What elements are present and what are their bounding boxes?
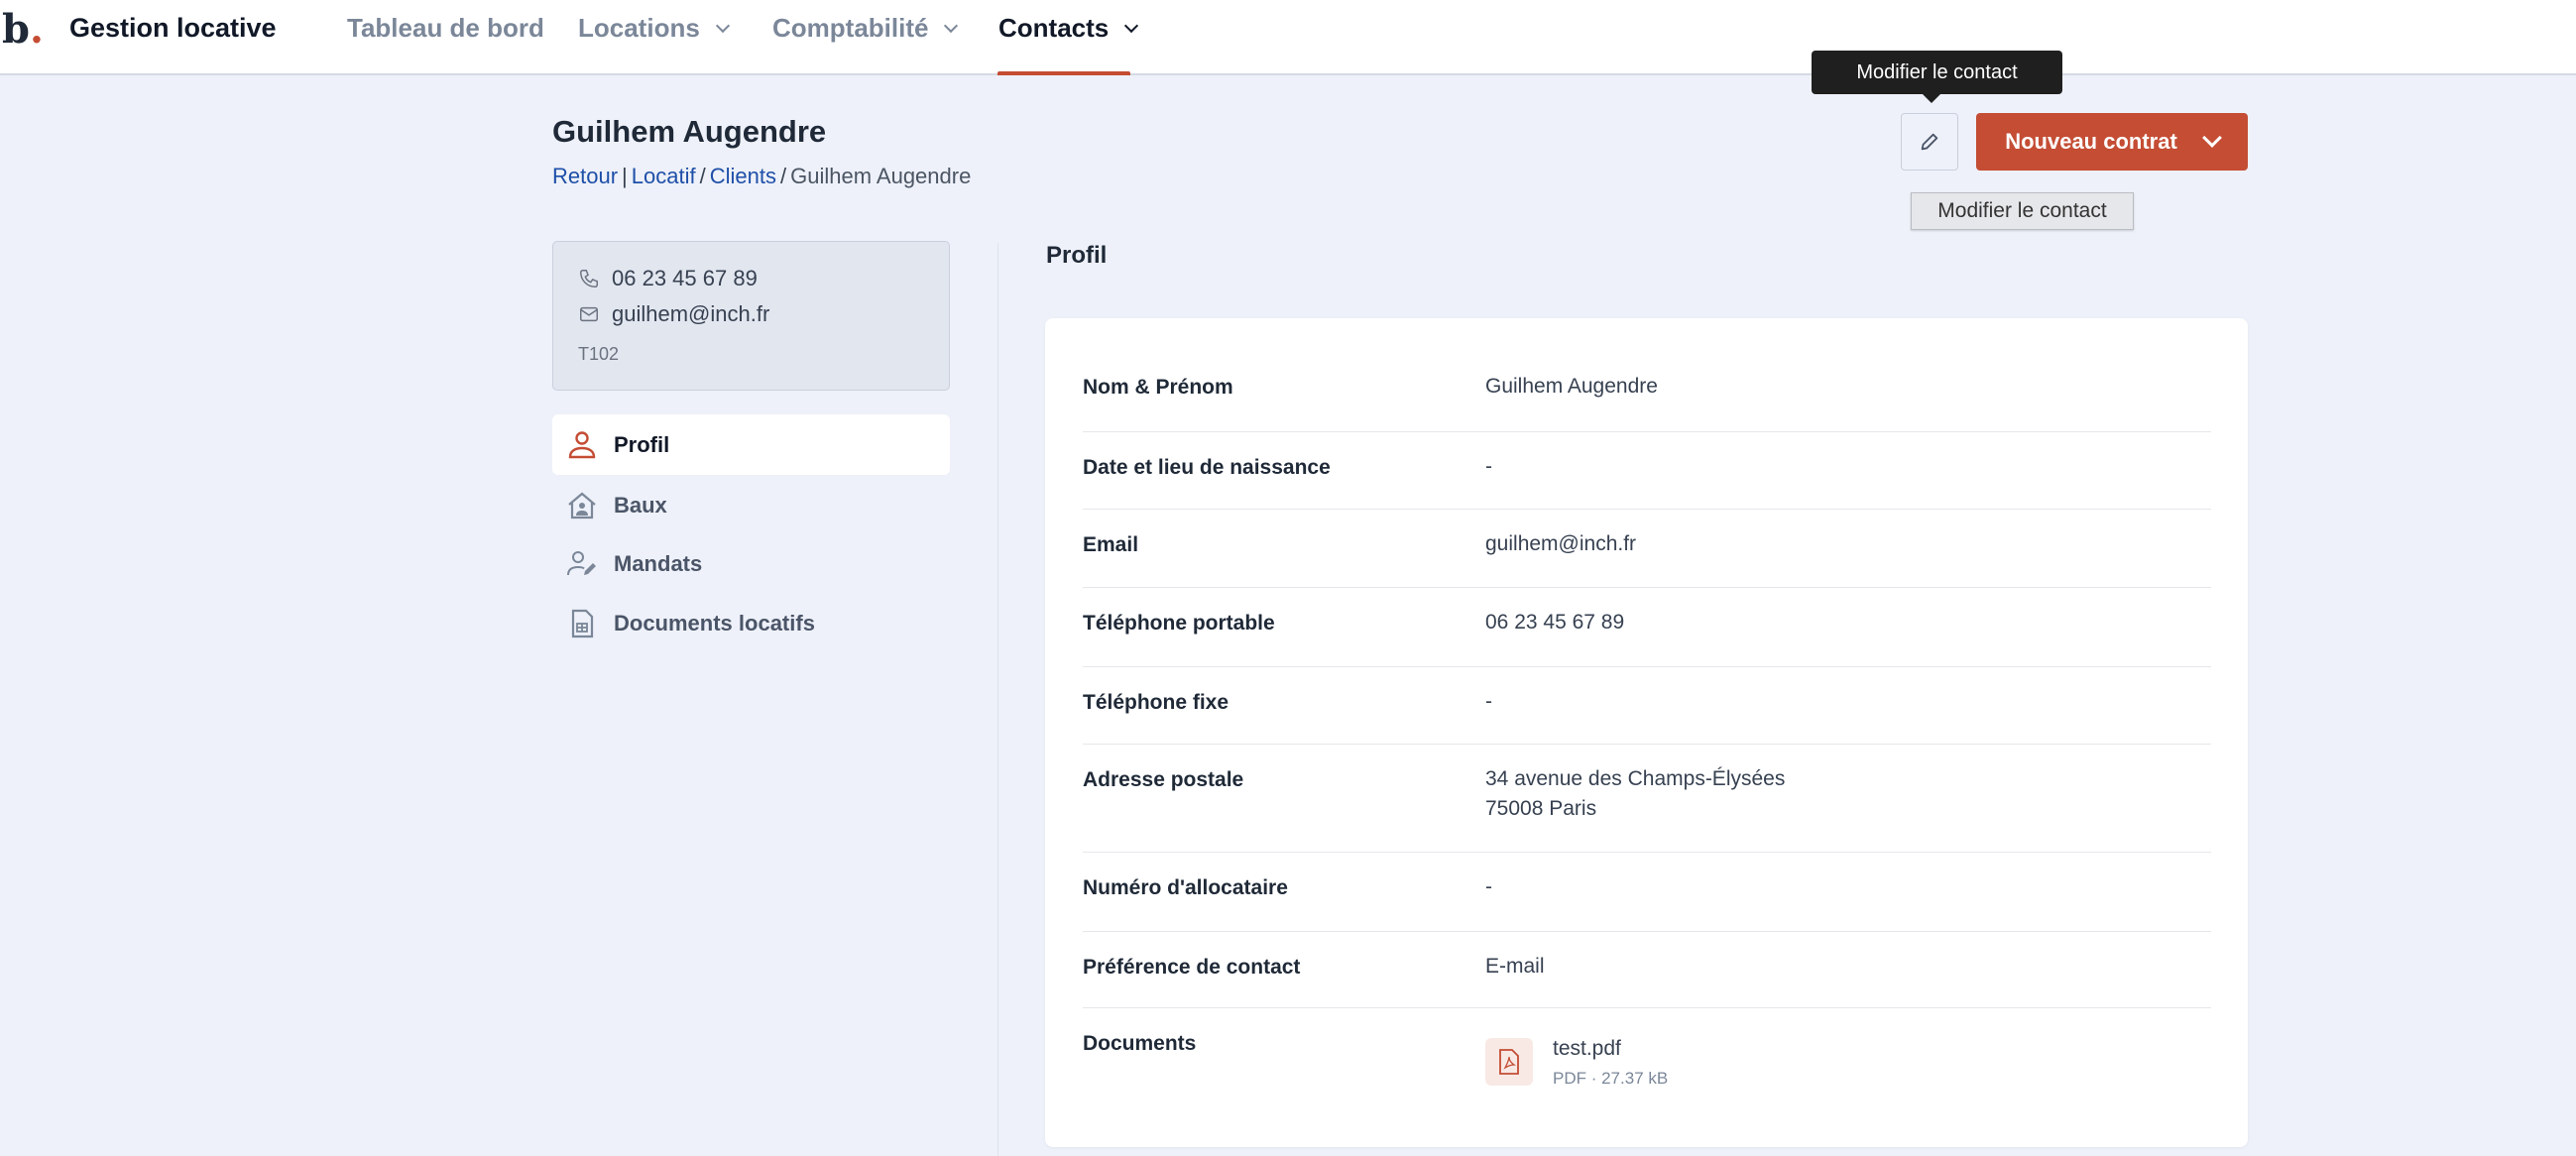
row-value: guilhem@inch.fr (1485, 532, 1637, 555)
active-nav-indicator (997, 71, 1130, 75)
breadcrumb-back-link[interactable]: Retour (552, 164, 619, 188)
profile-row: Nom & Prénom Guilhem Augendre (1083, 375, 2211, 432)
pdf-file-icon (1499, 1049, 1519, 1075)
logo-dot: . (29, 6, 44, 53)
contact-reference: T102 (578, 344, 620, 364)
breadcrumb-separator: / (779, 164, 787, 188)
nav-label: Contacts (998, 13, 1110, 43)
row-value: 06 23 45 67 89 (1485, 611, 1625, 634)
new-contract-label: Nouveau contrat (2005, 129, 2177, 154)
breadcrumb-locatif[interactable]: Locatif (631, 164, 696, 188)
breadcrumb-separator: / (699, 164, 706, 188)
email-value: guilhem@inch.fr (612, 301, 770, 326)
chevron-down-icon (1124, 18, 1139, 33)
contact-phone[interactable]: 06 23 45 67 89 (578, 266, 758, 291)
document-table-icon (571, 609, 594, 637)
edit-tooltip: Modifier le contact (1812, 51, 2062, 103)
nav-label: Tableau de bord (347, 13, 544, 43)
chevron-down-icon (2201, 128, 2222, 148)
sidebar-item-documents-locatifs[interactable]: Documents locatifs (552, 593, 950, 653)
row-label: Numéro d'allocataire (1083, 876, 1288, 899)
row-value: 34 avenue des Champs-Élysées (1485, 767, 1786, 790)
house-user-icon (568, 492, 596, 519)
user-edit-icon (567, 550, 596, 575)
sidebar-item-label: Baux (614, 492, 667, 518)
row-label: Nom & Prénom (1083, 376, 1233, 399)
contact-card: 06 23 45 67 89 guilhem@inch.fr T102 (552, 241, 950, 391)
app-title: Gestion locative (69, 13, 277, 43)
document-name[interactable]: test.pdf (1553, 1037, 1621, 1060)
sidebar-item-label: Documents locatifs (614, 610, 815, 636)
nav-label: Locations (578, 13, 700, 43)
nav-comptabilite[interactable]: Comptabilité (772, 13, 959, 44)
profile-row: Téléphone fixe - (1083, 667, 2211, 745)
sidebar-item-mandats[interactable]: Mandats (552, 533, 950, 594)
row-label: Date et lieu de naissance (1083, 456, 1331, 479)
profile-panel: Nom & Prénom Guilhem Augendre Date et lie… (1045, 318, 2248, 1147)
row-value: - (1485, 875, 1492, 898)
user-icon (568, 430, 596, 458)
profile-row: Documents test.pdf PDF · 27.37 kB (1083, 1008, 2211, 1107)
sidebar-item-baux[interactable]: Baux (552, 475, 950, 535)
sidebar-item-label: Mandats (614, 550, 703, 576)
row-label: Préférence de contact (1083, 956, 1301, 979)
profile-row: Email guilhem@inch.fr (1083, 510, 2211, 588)
chevron-down-icon (944, 18, 959, 33)
new-contract-button[interactable]: Nouveau contrat (1976, 113, 2248, 171)
phone-icon (580, 270, 598, 288)
page-title: Guilhem Augendre (552, 114, 827, 149)
sidebar-item-label: Profil (614, 431, 670, 457)
sidebar-item-profil[interactable]: Profil (552, 414, 950, 475)
row-value: Guilhem Augendre (1485, 375, 1658, 398)
logo-letter: b (2, 6, 30, 53)
edit-contact-button[interactable] (1901, 113, 1958, 171)
section-title: Profil (1046, 242, 1108, 269)
row-label: Documents (1083, 1032, 1197, 1055)
native-title-tooltip: Modifier le contact (1911, 192, 2134, 230)
row-value: 75008 Paris (1485, 797, 1597, 820)
column-divider (997, 243, 998, 1156)
document-thumbnail[interactable] (1485, 1038, 1533, 1086)
contact-email[interactable]: guilhem@inch.fr (578, 301, 769, 327)
breadcrumb-separator: | (622, 164, 628, 188)
row-label: Email (1083, 533, 1139, 556)
breadcrumb-clients[interactable]: Clients (709, 164, 776, 188)
phone-value: 06 23 45 67 89 (612, 266, 758, 290)
profile-row: Numéro d'allocataire - (1083, 853, 2211, 932)
pencil-icon (1921, 133, 1938, 151)
profile-row: Date et lieu de naissance - (1083, 432, 2211, 510)
breadcrumb-current: Guilhem Augendre (790, 164, 972, 188)
row-label: Téléphone portable (1083, 612, 1275, 635)
mail-icon (580, 306, 598, 322)
nav-label: Comptabilité (772, 13, 929, 43)
nav-contacts[interactable]: Contacts (998, 13, 1139, 44)
chevron-down-icon (715, 18, 730, 33)
row-label: Adresse postale (1083, 768, 1244, 791)
row-value: - (1485, 455, 1492, 478)
nav-locations[interactable]: Locations (578, 13, 730, 44)
row-label: Téléphone fixe (1083, 691, 1229, 714)
nav-tableau-de-bord[interactable]: Tableau de bord (347, 13, 544, 44)
document-meta: PDF · 27.37 kB (1553, 1069, 1669, 1088)
logo[interactable]: b. (2, 6, 44, 53)
profile-row: Préférence de contact E-mail (1083, 932, 2211, 1008)
top-navbar: b. Gestion locative Tableau de bord Loca… (0, 0, 2576, 75)
row-value: E-mail (1485, 955, 1545, 978)
row-value: - (1485, 690, 1492, 713)
profile-row: Téléphone portable 06 23 45 67 89 (1083, 588, 2211, 667)
breadcrumb: Retour | Locatif / Clients / Guilhem Augendre (552, 164, 971, 189)
profile-row: Adresse postale 34 avenue des Champs-Élys… (1083, 745, 2211, 853)
